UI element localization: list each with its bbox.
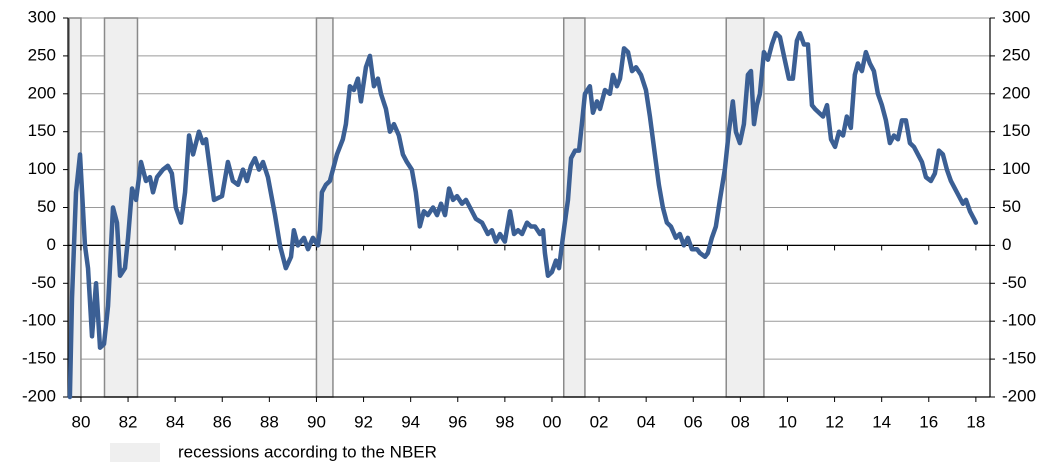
y2-tick-label: 50 [1002,197,1021,216]
legend-swatch [110,443,160,462]
x-tick-label: 10 [778,412,797,431]
y2-tick-label: 150 [1002,121,1030,140]
x-tick-label: 02 [590,412,609,431]
y-tick-label: 150 [28,121,56,140]
x-tick-label: 06 [684,412,703,431]
data-line [67,30,979,400]
x-tick-label: 94 [401,412,420,431]
y2-tick-label: -50 [1002,273,1027,292]
y-tick-label: 0 [47,235,56,254]
y-tick-label: -50 [31,273,56,292]
x-tick-label: 92 [354,412,373,431]
y2-tick-label: -150 [1002,349,1036,368]
y2-tick-label: 200 [1002,83,1030,102]
y-tick-label: -100 [22,311,56,330]
x-tick-label: 08 [731,412,750,431]
x-tick-label: 04 [637,412,656,431]
y-tick-label: 250 [28,45,56,64]
y-tick-label: 50 [37,197,56,216]
x-tick-label: 88 [260,412,279,431]
y2-tick-label: -100 [1002,311,1036,330]
x-tick-label: 96 [448,412,467,431]
legend-label: recessions according to the NBER [178,442,437,461]
x-tick-label: 86 [213,412,232,431]
y-tick-label: -200 [22,386,56,405]
x-tick-label: 12 [825,412,844,431]
y2-tick-label: 100 [1002,159,1030,178]
y-tick-label: 300 [28,7,56,26]
y-tick-label: 200 [28,83,56,102]
x-tick-label: 84 [166,412,185,431]
recession-band [725,17,765,398]
x-tick-label: 80 [71,412,90,431]
x-tick-label: 14 [872,412,891,431]
x-tick-label: 98 [495,412,514,431]
y-tick-label: 100 [28,159,56,178]
y2-tick-label: 300 [1002,7,1030,26]
y2-tick-label: 250 [1002,45,1030,64]
y2-tick-label: -200 [1002,386,1036,405]
x-tick-label: 90 [307,412,326,431]
x-tick-label: 82 [119,412,138,431]
x-tick-label: 00 [543,412,562,431]
x-tick-label: 16 [919,412,938,431]
x-tick-label: 18 [966,412,985,431]
y-tick-label: -150 [22,349,56,368]
y2-tick-label: 0 [1002,235,1011,254]
